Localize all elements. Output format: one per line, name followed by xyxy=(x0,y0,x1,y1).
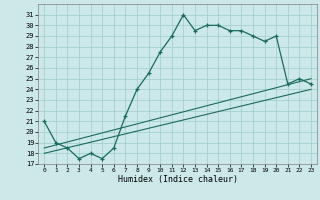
X-axis label: Humidex (Indice chaleur): Humidex (Indice chaleur) xyxy=(118,175,238,184)
